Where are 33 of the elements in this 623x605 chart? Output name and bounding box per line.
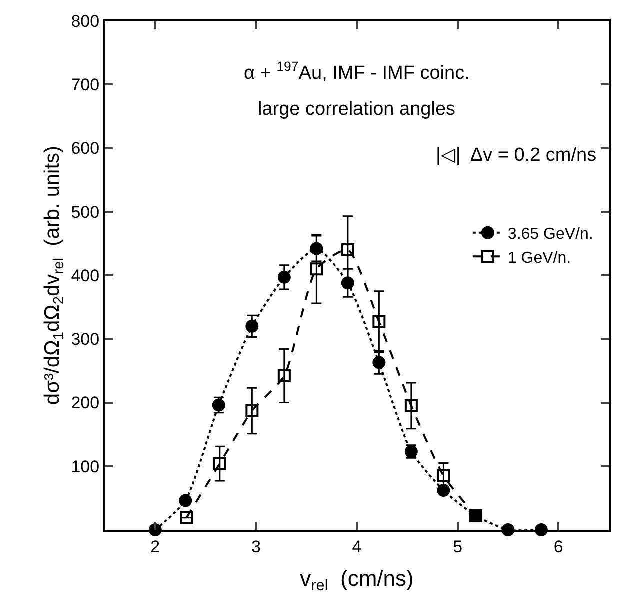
legend-label: 1 GeV/n. [508,250,572,267]
y-tick-label: 600 [71,139,100,158]
x-axis-title: v$_{rel}$ (cm/ns) [300,566,414,594]
y-tick-label: 300 [71,330,100,350]
y-tick-label: 200 [71,394,100,413]
y-tick-label: 100 [71,457,100,476]
annotation: large correlation angles [258,99,456,120]
annotation: |◁| Δv = 0.2 cm/ns [436,145,597,166]
y-tick-label: 700 [71,76,100,95]
x-tick-label: 2 [150,537,160,556]
point [180,511,194,524]
annotation: α + $^{197}$Au, IMF - IMF coinc. [244,59,470,84]
point [278,270,291,284]
y-tick-label: 400 [71,266,100,286]
point [179,494,192,508]
point [246,320,259,333]
point [437,484,450,498]
point [437,469,450,482]
x-tick-label: 3 [251,537,261,556]
y-tick-label: 800 [71,12,100,31]
legend-label: 3.65 GeV/n. [508,226,594,244]
x-tick-label: 6 [554,537,564,556]
point [372,315,386,328]
y-tick-label: 500 [71,202,100,222]
point [310,262,324,276]
point [213,457,226,470]
point [404,399,418,412]
point [246,404,259,418]
point [278,370,291,383]
point [372,356,386,370]
x-tick-label: 4 [352,537,362,556]
point [341,244,354,257]
x-tick-label: 5 [453,537,463,556]
